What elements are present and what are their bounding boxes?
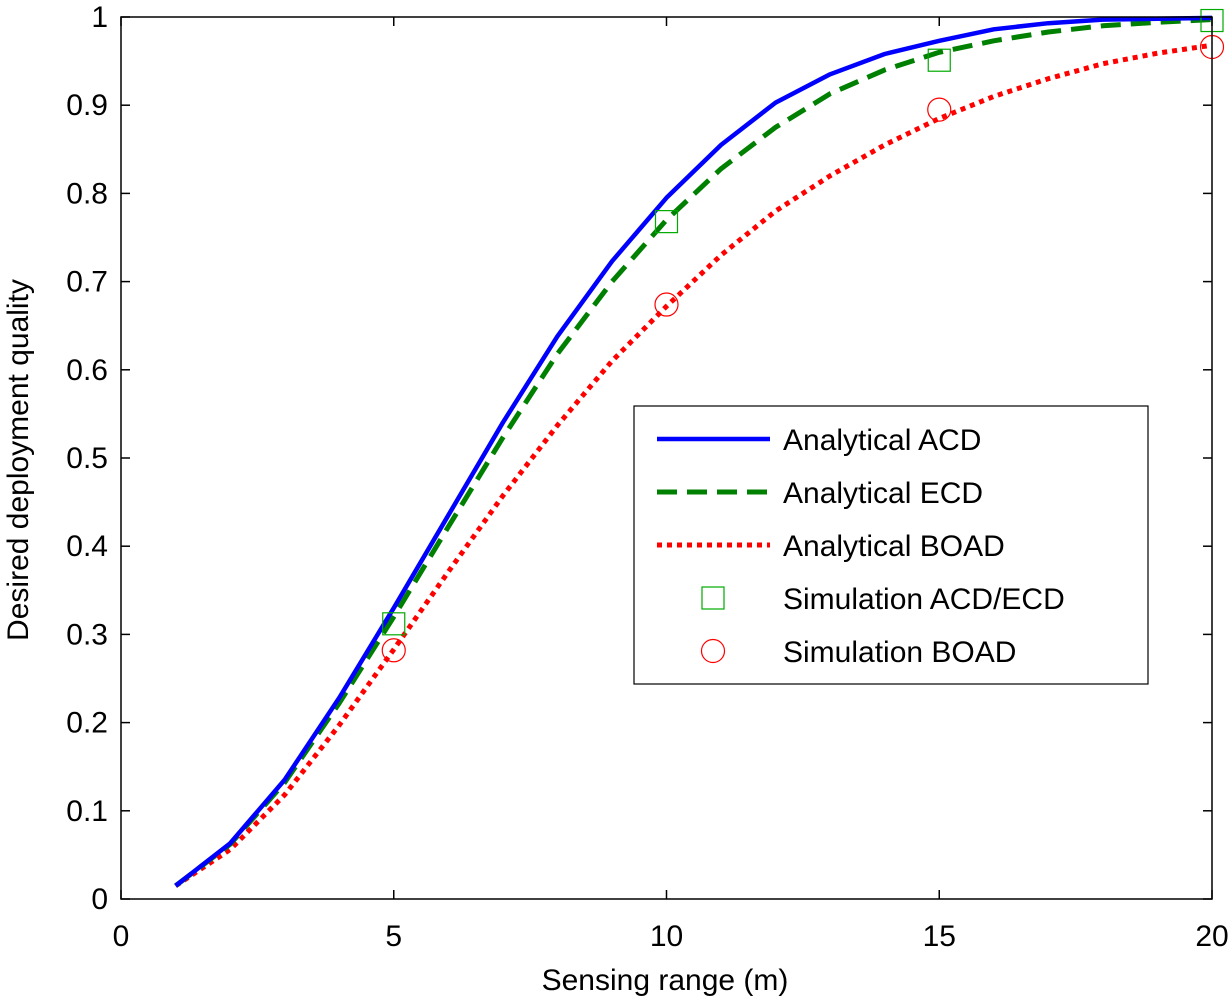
data-point-circle [654,292,679,317]
y-tick-label: 0 [91,883,108,916]
legend-entry: Analytical BOAD [657,530,1005,563]
legend-swatch [700,638,726,664]
data-point-square [382,612,406,636]
data-point-circle [381,638,406,663]
x-tick-label: 15 [923,920,956,953]
x-tick-label: 5 [385,920,402,953]
x-tick-label: 10 [650,920,683,953]
y-tick-label: 0.6 [66,354,108,387]
series-3 [174,42,1213,888]
axes: 0 5 10 15 20 0 0.1 0.2 0.3 0.4 0.5 0.6 0.7 0.8 0.9 1 [66,1,1228,953]
series-line [174,15,1213,888]
x-tick-label: 0 [113,920,130,953]
legend-label: Simulation BOAD [783,636,1016,669]
y-tick-label: 1 [91,1,108,34]
legend-label: Simulation ACD/ECD [783,583,1065,616]
data-point-square [654,210,679,234]
legend-entry: Analytical ECD [657,477,983,510]
legend-label: Analytical ECD [783,477,983,510]
legend-label: Analytical ACD [783,424,981,457]
series-line [174,42,1213,888]
legend-entry: Analytical ACD [657,424,981,457]
y-tick-label: 0.7 [66,266,108,299]
y-tick-label: 0.1 [66,795,108,828]
legend: Analytical ACD Analytical ECD Analytical B… [633,405,1149,685]
y-tick-label: 0.8 [66,177,108,210]
data-point-square [927,48,951,72]
legend-entry: Simulation BOAD [700,636,1016,669]
y-tick-label: 0.9 [66,89,108,122]
series-4 [382,8,1224,636]
y-tick-label: 0.4 [66,530,108,563]
y-axis-label: Desired deployment quality [2,279,35,641]
plot-area [174,8,1225,888]
legend-entry: Simulation ACD/ECD [701,583,1065,616]
y-tick-label: 0.5 [66,442,108,475]
x-tick-label: 20 [1195,920,1228,953]
x-axis-label: Sensing range (m) [542,964,789,997]
data-point-circle [927,97,952,122]
y-tick-label: 0.3 [66,618,108,651]
legend-label: Analytical BOAD [783,530,1005,563]
legend-swatch [701,586,725,610]
y-tick-label: 0.2 [66,707,108,740]
series-1 [174,15,1213,888]
